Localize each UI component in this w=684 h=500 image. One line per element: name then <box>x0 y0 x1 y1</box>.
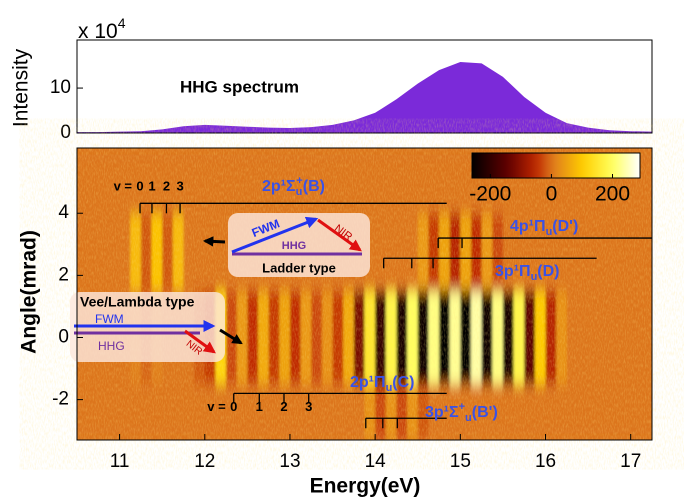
nir-arrow <box>184 329 216 354</box>
x-tick-label: 12 <box>194 451 215 472</box>
label-part: u <box>296 186 303 198</box>
label-part: 2p¹Π <box>350 374 386 391</box>
ladder-inset: FWM HHG NIR Ladder type <box>202 213 370 277</box>
y-tick-label: 4 <box>58 202 69 223</box>
x-tick-label: 15 <box>450 451 471 472</box>
label-part: + <box>459 401 465 413</box>
label-part: u <box>546 226 553 238</box>
label-part: 2p¹Σ <box>262 178 296 195</box>
v-number: 2 <box>163 179 170 194</box>
annotation: HHG spectrum <box>180 77 299 96</box>
progression-label: 3p¹Σ+u(B') <box>425 401 498 424</box>
colorbar-tick-label: 200 <box>595 183 630 206</box>
x-tick-label: 16 <box>535 451 556 472</box>
y-tick-label: -2 <box>52 389 69 410</box>
label-part: 4p¹Π <box>510 218 546 235</box>
heatmap-panel: Energy(eV) Angle(mrad) FWM HHG NIR Ladde… <box>18 147 653 498</box>
progression-label: 4p¹Πu(D') <box>510 218 578 238</box>
nir-arrow <box>317 218 362 252</box>
y-tick-label: 0 <box>60 122 71 143</box>
progression-label: 2p¹Σu+(B) <box>262 175 325 198</box>
label-part: 3p¹Π <box>495 263 531 280</box>
progression-label: 3p¹Πu(D) <box>495 263 560 283</box>
inset-label: FWM <box>95 312 124 326</box>
label-part: (B) <box>303 178 325 195</box>
x-tick-label: 17 <box>620 451 641 472</box>
y-tick-label: 10 <box>50 77 71 98</box>
label-part: u <box>465 412 472 424</box>
plot-frame <box>76 147 653 441</box>
y-multiplier-base: x 10 <box>78 20 118 43</box>
vee-inset: Vee/Lambda type FWM HHG NIR <box>70 292 243 362</box>
y-multiplier: x 104 <box>78 15 126 43</box>
x-tick-label: 14 <box>365 451 387 472</box>
v-prefix: v = <box>114 179 133 194</box>
y-multiplier-exponent: 4 <box>118 15 126 31</box>
label-part: 3p¹Σ <box>425 404 459 421</box>
inset-title: Vee/Lambda type <box>80 294 195 310</box>
colorbar-tick-label: -200 <box>469 183 511 206</box>
y-axis-label: Angle(mrad) <box>18 230 41 354</box>
label-part: (D') <box>552 218 578 235</box>
v-number: 3 <box>305 399 312 414</box>
y-axis-label: Intensity <box>10 48 33 127</box>
fwm-arrow <box>231 216 319 254</box>
x-tick-label: 11 <box>110 451 130 472</box>
v-prefix: v = <box>207 399 226 414</box>
label-part: (B') <box>472 404 498 421</box>
pointer-arrow <box>219 328 243 345</box>
label-part: + <box>296 175 302 187</box>
v-number: 1 <box>256 399 263 414</box>
inset-box <box>228 213 370 277</box>
label-part: u <box>531 271 538 283</box>
label-part: (C) <box>392 374 414 391</box>
inset-title: Ladder type <box>262 260 336 275</box>
colorbar <box>471 152 641 179</box>
pointer-arrow <box>202 236 226 247</box>
inset-label: HHG <box>98 339 125 353</box>
y-tick-label: 2 <box>58 264 69 285</box>
y-tick-label: 0 <box>58 327 69 348</box>
progression-label: 2p¹Πu(C) <box>350 374 415 394</box>
label-part: u <box>386 382 393 394</box>
label-part: (D) <box>537 263 559 280</box>
x-tick-label: 13 <box>279 451 300 472</box>
spectrum-panel: x 104 Intensity HHG spectrum 0 10 <box>10 15 653 143</box>
plot-frame <box>76 39 653 134</box>
inset-label: HHG <box>282 240 306 252</box>
v-number: 0 <box>136 179 143 194</box>
v-number: 1 <box>148 179 155 194</box>
v-number: 2 <box>280 399 287 414</box>
colorbar-tick-label: 0 <box>546 183 558 206</box>
v-number: 0 <box>230 399 237 414</box>
spectrum-area <box>77 62 652 133</box>
x-axis-label: Energy(eV) <box>310 475 421 498</box>
v-number: 3 <box>176 179 183 194</box>
